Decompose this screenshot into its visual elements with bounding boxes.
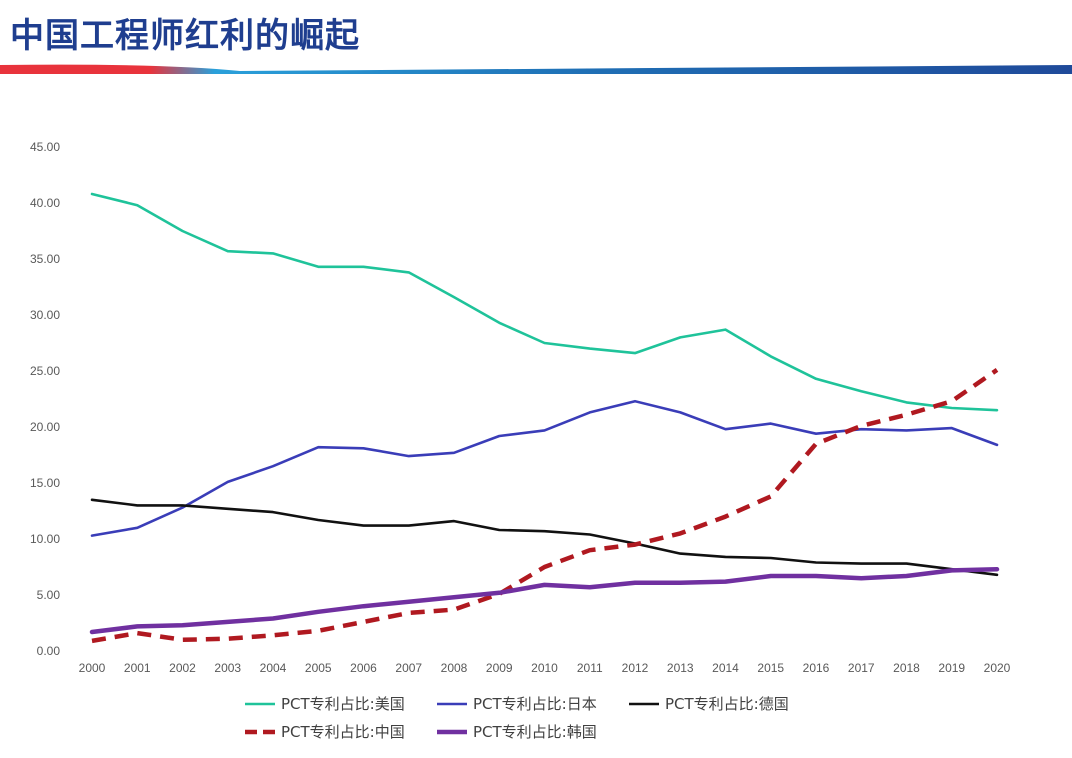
y-tick-label: 20.00 bbox=[30, 420, 60, 434]
x-tick-label: 2002 bbox=[169, 661, 196, 675]
legend-label: PCT专利占比:韩国 bbox=[473, 723, 597, 741]
y-axis: 0.00 5.00 10.00 15.00 20.00 25.00 30.00 35.00 40… bbox=[30, 140, 60, 658]
series-line-germany bbox=[90, 498, 999, 577]
legend-item-usa: PCT专利占比:美国 bbox=[245, 695, 405, 713]
x-tick-label: 2020 bbox=[984, 661, 1011, 675]
header-divider-bar bbox=[0, 64, 1072, 74]
legend-label: PCT专利占比:日本 bbox=[473, 695, 597, 713]
y-tick-label: 25.00 bbox=[30, 364, 60, 378]
y-tick-label: 5.00 bbox=[37, 588, 61, 602]
x-tick-label: 2019 bbox=[938, 661, 965, 675]
x-tick-label: 2013 bbox=[667, 661, 694, 675]
x-tick-label: 2007 bbox=[395, 661, 422, 675]
x-tick-label: 2000 bbox=[79, 661, 106, 675]
legend: PCT专利占比:美国 PCT专利占比:日本 PCT专利占比:德国 PCT专利占比:中国… bbox=[245, 695, 789, 741]
x-tick-label: 2003 bbox=[214, 661, 241, 675]
legend-label: PCT专利占比:德国 bbox=[665, 695, 789, 713]
x-tick-label: 2015 bbox=[757, 661, 784, 675]
legend-item-japan: PCT专利占比:日本 bbox=[437, 695, 597, 713]
y-tick-label: 35.00 bbox=[30, 252, 60, 266]
y-tick-label: 0.00 bbox=[37, 644, 61, 658]
y-tick-label: 10.00 bbox=[30, 532, 60, 546]
series-line-korea bbox=[89, 566, 1000, 635]
x-tick-label: 2016 bbox=[803, 661, 830, 675]
x-tick-label: 2004 bbox=[260, 661, 287, 675]
x-tick-label: 2017 bbox=[848, 661, 875, 675]
y-tick-label: 15.00 bbox=[30, 476, 60, 490]
y-tick-label: 30.00 bbox=[30, 308, 60, 322]
x-tick-label: 2018 bbox=[893, 661, 920, 675]
x-tick-label: 2011 bbox=[577, 661, 603, 675]
x-tick-label: 2001 bbox=[124, 661, 151, 675]
series-lines bbox=[89, 192, 1000, 644]
legend-item-germany: PCT专利占比:德国 bbox=[629, 695, 789, 713]
x-tick-label: 2012 bbox=[622, 661, 649, 675]
legend-label: PCT专利占比:美国 bbox=[281, 695, 405, 713]
legend-item-china: PCT专利占比:中国 bbox=[245, 723, 405, 741]
x-tick-label: 2005 bbox=[305, 661, 332, 675]
x-axis: 2000 2001 2002 2003 2004 2005 2006 2007 2008 2009… bbox=[79, 661, 1011, 675]
x-tick-label: 2006 bbox=[350, 661, 377, 675]
legend-label: PCT专利占比:中国 bbox=[281, 723, 405, 741]
page-title: 中国工程师红利的崛起 bbox=[10, 16, 360, 56]
series-line-japan bbox=[90, 399, 999, 537]
y-tick-label: 45.00 bbox=[30, 140, 60, 154]
x-tick-label: 2010 bbox=[531, 661, 558, 675]
x-tick-label: 2014 bbox=[712, 661, 739, 675]
y-tick-label: 40.00 bbox=[30, 196, 60, 210]
x-tick-label: 2009 bbox=[486, 661, 513, 675]
series-line-usa bbox=[90, 192, 999, 412]
series-line-china bbox=[91, 368, 999, 644]
x-tick-label: 2008 bbox=[441, 661, 468, 675]
legend-item-korea: PCT专利占比:韩国 bbox=[437, 723, 597, 741]
